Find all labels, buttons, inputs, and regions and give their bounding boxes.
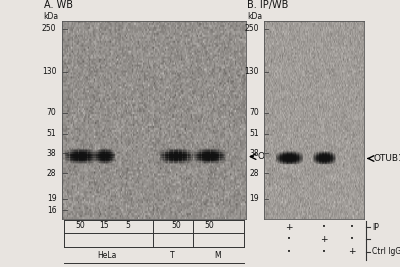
Text: 70: 70 — [47, 108, 56, 117]
Text: •: • — [322, 224, 326, 230]
Text: 28: 28 — [47, 169, 56, 178]
Text: OTUB1: OTUB1 — [258, 152, 289, 161]
Text: 50: 50 — [204, 221, 214, 230]
Text: •: • — [350, 224, 354, 230]
Text: T: T — [170, 251, 175, 260]
Text: 38: 38 — [249, 148, 259, 158]
Text: M: M — [214, 251, 221, 260]
Text: 38: 38 — [47, 148, 56, 158]
Text: •: • — [287, 236, 291, 242]
Text: HeLa: HeLa — [97, 251, 117, 260]
Text: 70: 70 — [249, 108, 259, 117]
Text: •: • — [287, 249, 291, 255]
Text: kDa: kDa — [44, 12, 59, 21]
Text: 50: 50 — [76, 221, 85, 230]
Text: IP: IP — [372, 223, 379, 231]
Text: 28: 28 — [250, 169, 259, 178]
Text: •: • — [322, 249, 326, 255]
Text: 19: 19 — [249, 194, 259, 203]
Text: 250: 250 — [244, 24, 259, 33]
Text: +: + — [285, 223, 293, 231]
Text: B. IP/WB: B. IP/WB — [247, 0, 288, 10]
Text: 5: 5 — [126, 221, 131, 230]
Text: 15: 15 — [100, 221, 109, 230]
Text: Ctrl IgG: Ctrl IgG — [372, 247, 400, 256]
Text: +: + — [320, 235, 328, 244]
Text: 51: 51 — [249, 129, 259, 138]
Text: A. WB: A. WB — [44, 0, 73, 10]
Text: OTUB1: OTUB1 — [374, 154, 400, 163]
Text: 51: 51 — [47, 129, 56, 138]
Text: +: + — [348, 247, 356, 256]
Text: 50: 50 — [171, 221, 181, 230]
Text: kDa: kDa — [247, 12, 262, 21]
Text: 19: 19 — [47, 194, 56, 203]
Text: 130: 130 — [244, 68, 259, 76]
Text: 130: 130 — [42, 68, 56, 76]
Text: •: • — [350, 236, 354, 242]
Text: 250: 250 — [42, 24, 56, 33]
Text: 16: 16 — [47, 206, 56, 215]
